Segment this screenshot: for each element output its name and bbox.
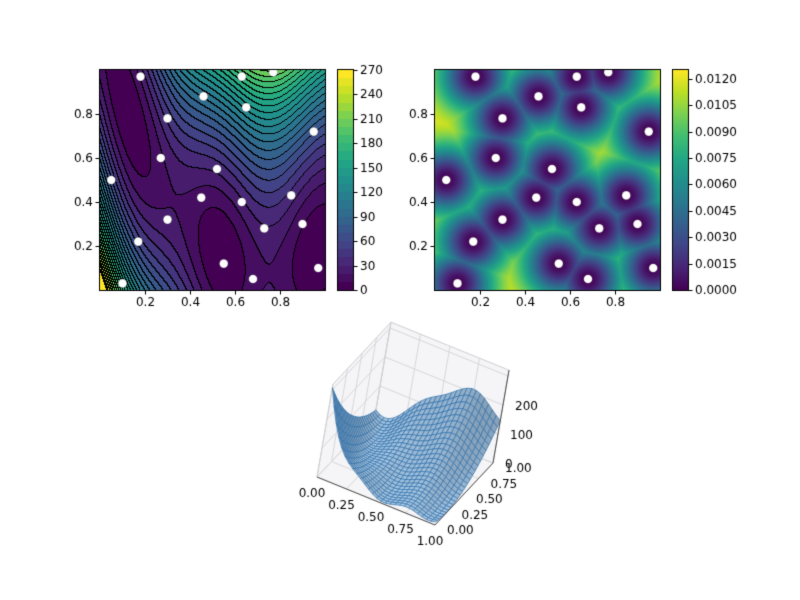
figure-canvas <box>0 0 800 600</box>
matplotlib-figure <box>0 0 800 600</box>
